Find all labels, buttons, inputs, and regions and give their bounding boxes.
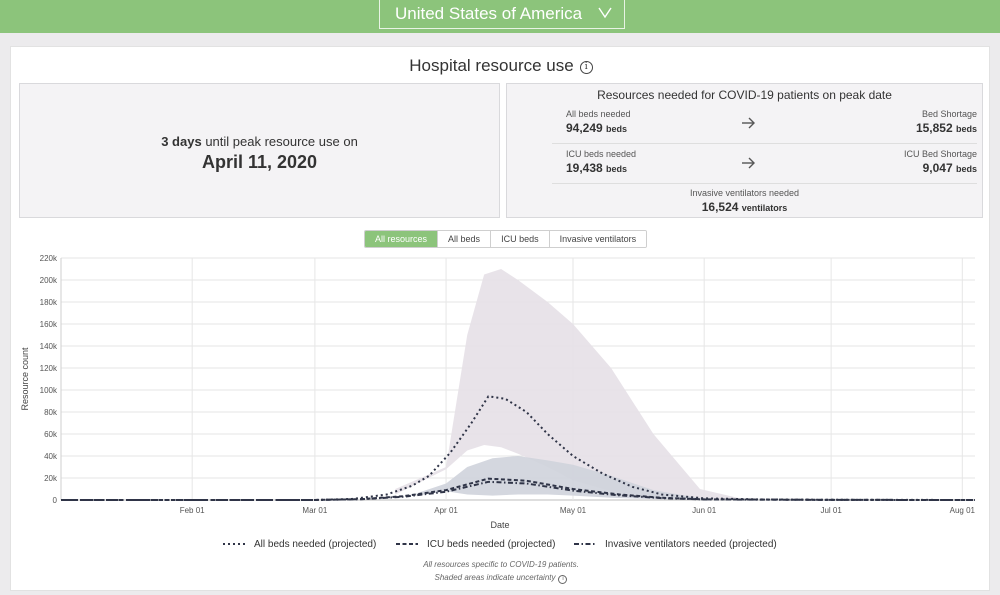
y-tick-label: 80k	[44, 408, 58, 417]
x-tick-label: Jul 01	[820, 506, 842, 515]
hospital-resource-panel: Hospital resource use i 3 days until peak…	[10, 46, 990, 591]
x-tick-label: Apr 01	[434, 506, 458, 515]
y-tick-label: 160k	[40, 320, 58, 329]
tab-icu-beds[interactable]: ICU beds	[491, 231, 550, 247]
y-tick-label: 120k	[40, 364, 58, 373]
tab-invasive-ventilators[interactable]: Invasive ventilators	[549, 231, 647, 247]
resources-card: Resources needed for COVID-19 patients o…	[506, 83, 983, 218]
icu-uncertainty-band	[416, 456, 705, 500]
y-axis-title: Resource count	[20, 347, 30, 411]
peak-card: 3 days until peak resource use on April …	[19, 83, 500, 218]
bed-shortage: Bed Shortage 15,852 beds	[915, 109, 977, 135]
y-tick-label: 140k	[40, 342, 58, 351]
country-select-label: United States of America	[395, 4, 583, 23]
y-tick-label: 20k	[44, 474, 58, 483]
y-tick-label: 100k	[40, 386, 58, 395]
x-tick-label: May 01	[560, 506, 587, 515]
series-line-1	[61, 395, 976, 501]
country-select[interactable]: United States of America	[379, 0, 625, 29]
legend-label: Invasive ventilators needed (projected)	[605, 539, 777, 550]
icu-bed-shortage: ICU Bed Shortage 9,047 beds	[903, 149, 977, 175]
resource-tabs: All resources All beds ICU beds Invasive…	[364, 230, 648, 248]
resources-title: Resources needed for COVID-19 patients o…	[597, 88, 892, 102]
chevron-down-icon	[598, 7, 612, 19]
x-axis-title: Date	[490, 520, 509, 530]
info-icon[interactable]: i	[579, 61, 593, 74]
all-beds-row: All beds needed 94,249 beds Bed Shortage…	[552, 104, 977, 144]
all-beds-needed: All beds needed 94,249 beds	[566, 109, 631, 135]
y-tick-label: 0	[53, 496, 58, 505]
tab-all-beds[interactable]: All beds	[438, 231, 492, 247]
all-beds-uncertainty-band	[395, 269, 743, 500]
x-tick-label: Feb 01	[180, 506, 205, 515]
y-tick-label: 60k	[44, 430, 58, 439]
panel-title: Hospital resource use i	[11, 56, 991, 76]
peak-date: April 11, 2020	[201, 152, 318, 172]
series-line-3	[61, 480, 976, 501]
y-tick-label: 220k	[40, 254, 58, 263]
x-tick-label: Aug 01	[950, 506, 976, 515]
footnote-specific: All resources specific to COVID-19 patie…	[423, 560, 579, 569]
y-tick-label: 180k	[40, 298, 58, 307]
y-tick-label: 40k	[44, 452, 58, 461]
x-tick-label: Mar 01	[302, 506, 327, 515]
info-icon[interactable]: i	[558, 575, 568, 584]
legend-label: ICU beds needed (projected)	[427, 539, 555, 550]
y-tick-label: 200k	[40, 276, 58, 285]
footnote-uncertainty: Shaded areas indicate uncertainty i	[11, 573, 991, 584]
arrow-right-icon	[742, 117, 755, 129]
x-tick-label: Jun 01	[692, 506, 717, 515]
top-bar: United States of America	[0, 0, 1000, 33]
legend-label: All beds needed (projected)	[254, 539, 376, 550]
peak-countdown: 3 days until peak resource use on	[161, 134, 358, 149]
ventilators-needed: Invasive ventilators needed 16,524 venti…	[689, 188, 800, 214]
icu-beds-row: ICU beds needed 19,438 beds ICU Bed Shor…	[552, 144, 977, 184]
arrow-right-icon	[742, 157, 755, 169]
resource-chart: 0 20k 40k 60k 80k 100k 120k 140k 160k 180k 200k 220…	[20, 254, 976, 550]
icu-beds-needed: ICU beds needed 19,438 beds	[566, 149, 637, 175]
tab-all-resources[interactable]: All resources	[365, 231, 439, 247]
